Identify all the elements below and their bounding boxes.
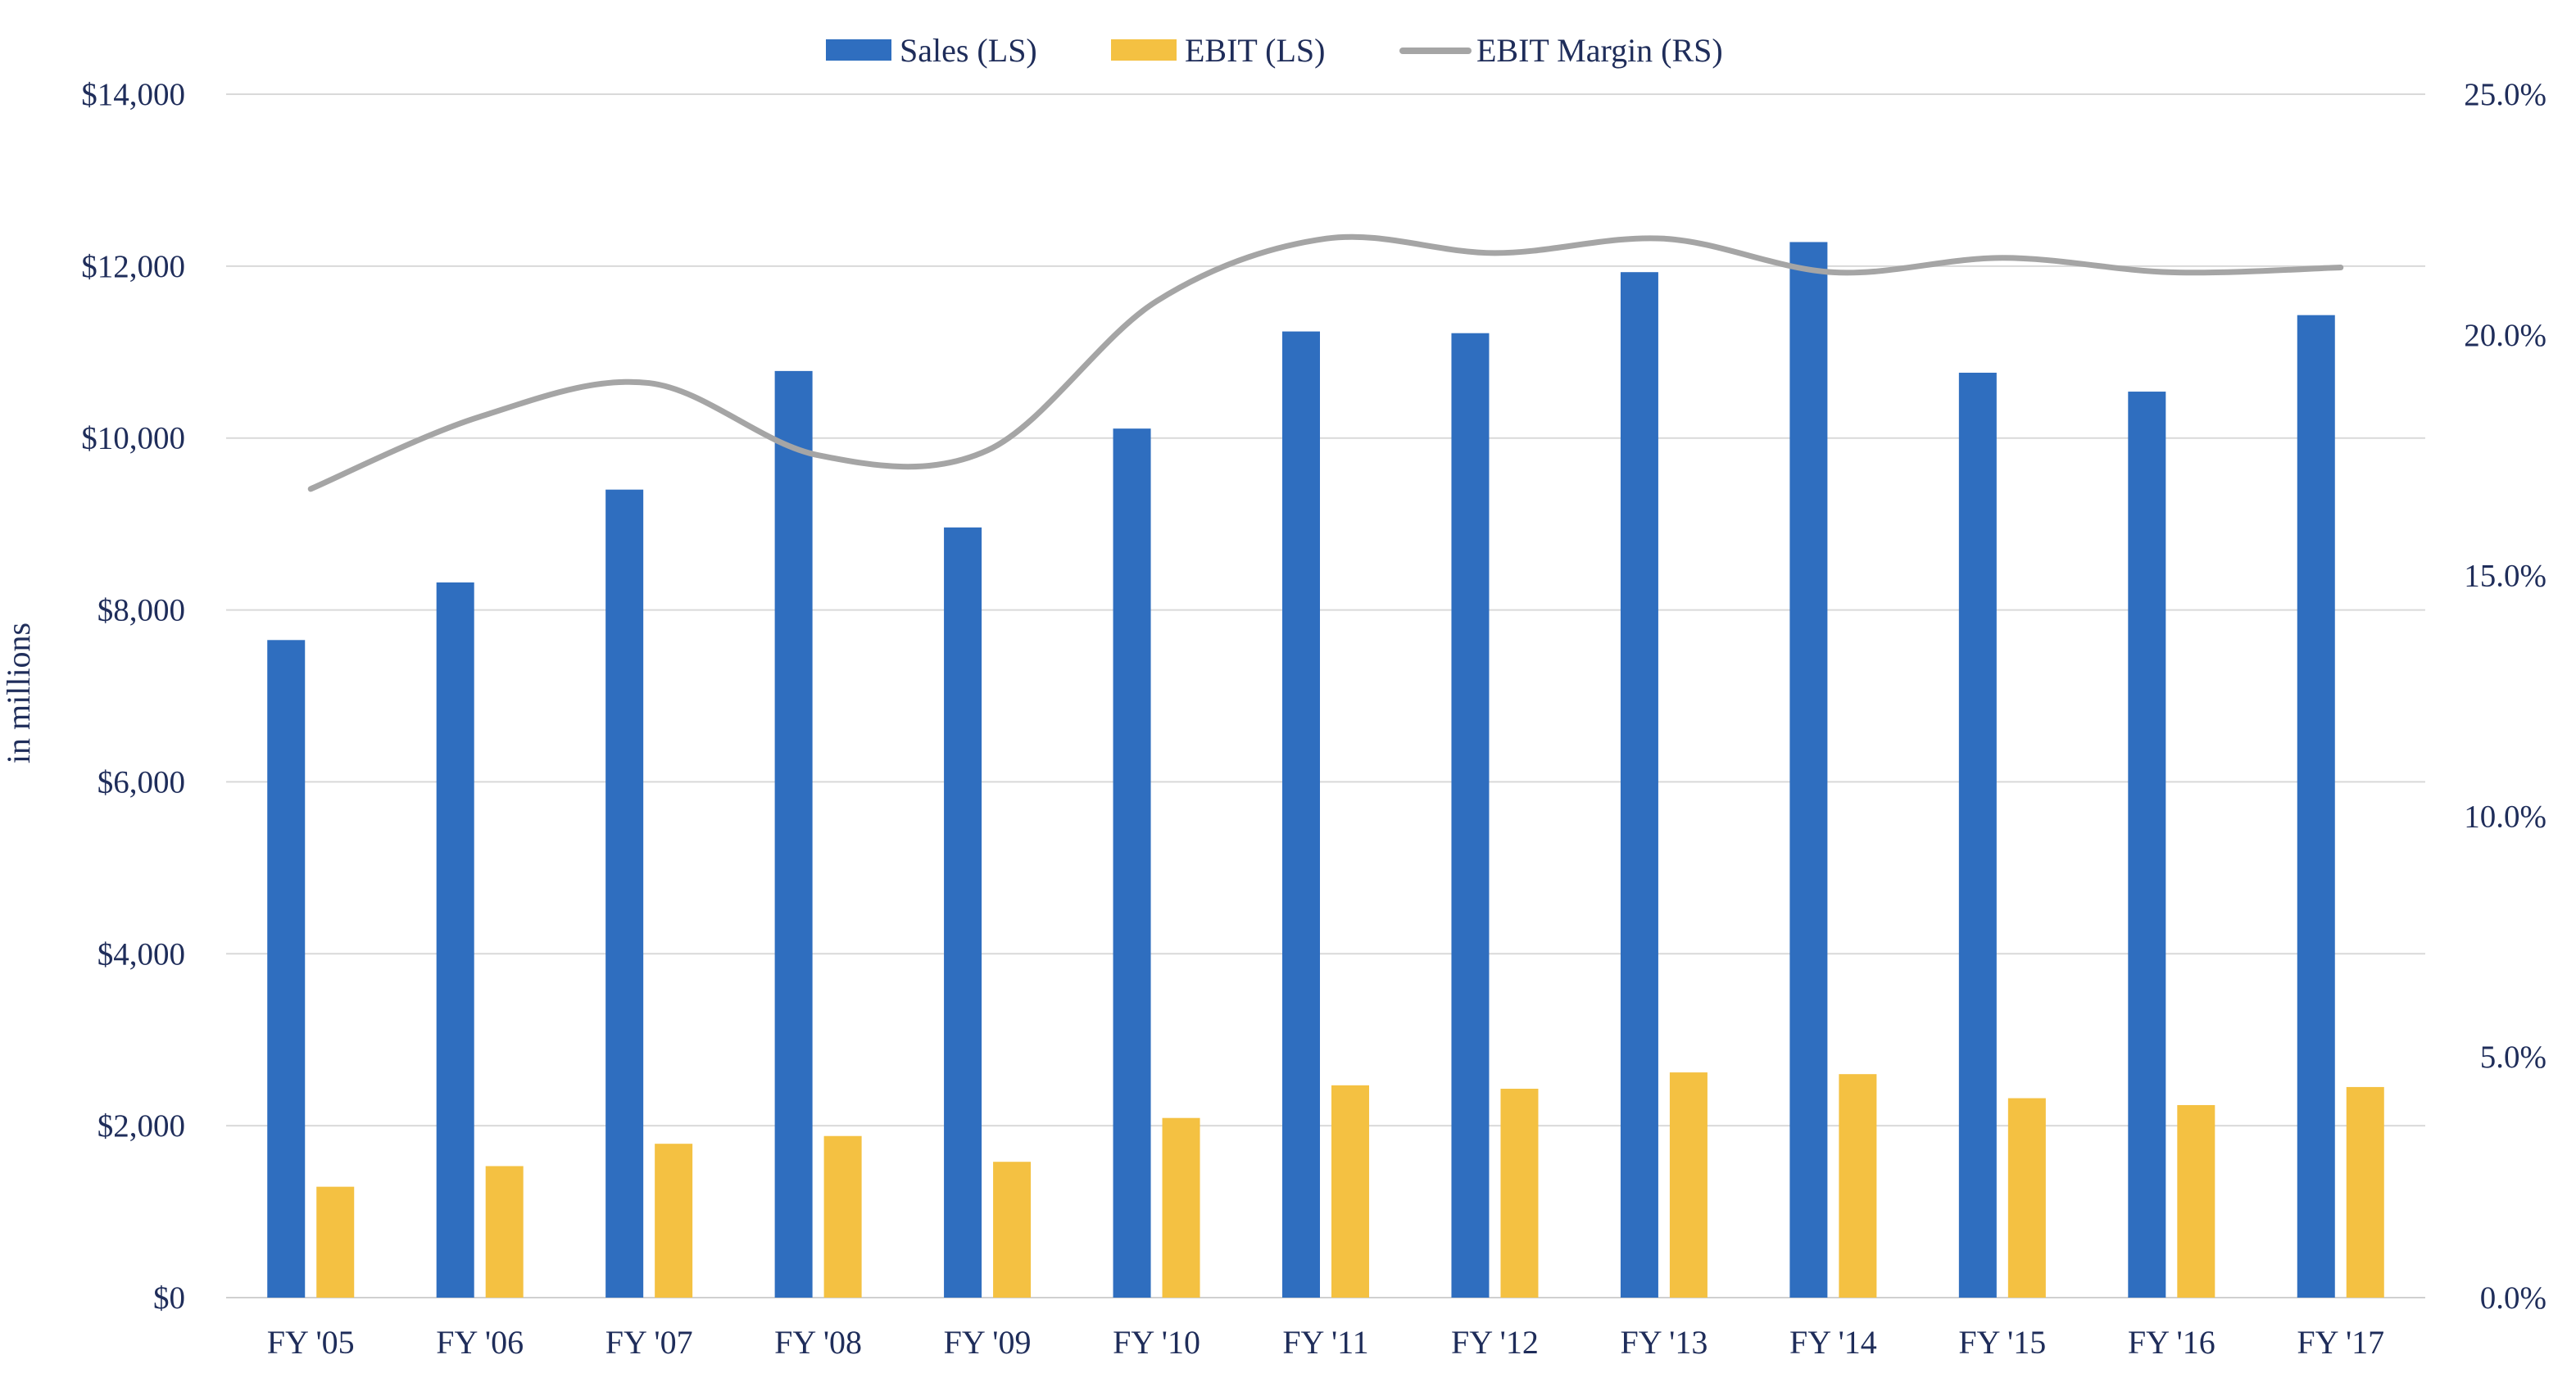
y-left-tick-label: $4,000 bbox=[98, 936, 185, 972]
ebit-bar bbox=[2346, 1086, 2384, 1298]
legend: Sales (LS) EBIT (LS) EBIT Margin (RS) bbox=[826, 32, 1723, 69]
sales-bar bbox=[1958, 372, 1997, 1298]
margin-line-layer bbox=[307, 233, 2344, 492]
y-right-tick-label: 20.0% bbox=[2464, 318, 2547, 353]
legend-swatch-ebit bbox=[1111, 39, 1177, 61]
y-right-tick-label: 15.0% bbox=[2464, 559, 2547, 594]
x-tick-label: FY '08 bbox=[774, 1324, 862, 1361]
x-axis: FY '05 FY '06 FY '07 FY '08 FY '09 FY '10 FY '… bbox=[267, 1324, 2384, 1361]
y-right-tick-label: 0.0% bbox=[2480, 1280, 2547, 1316]
y-axis-right: 0.0% 5.0% 10.0% 15.0% 20.0% 25.0% bbox=[2464, 77, 2547, 1316]
ebit-margin-line bbox=[307, 233, 2344, 492]
ebit-bar bbox=[1331, 1085, 1369, 1298]
bars bbox=[267, 242, 2384, 1298]
sales-bar bbox=[1113, 428, 1151, 1298]
sales-bar bbox=[774, 370, 813, 1298]
gridlines bbox=[226, 93, 2425, 1298]
ebit-bar bbox=[1669, 1072, 1708, 1298]
x-tick-label: FY '14 bbox=[1789, 1324, 1877, 1361]
y-left-tick-label: $0 bbox=[153, 1280, 185, 1316]
legend-label-margin: EBIT Margin (RS) bbox=[1476, 32, 1723, 69]
y-left-tick-label: $6,000 bbox=[98, 764, 185, 800]
ebit-bar bbox=[655, 1144, 693, 1298]
x-tick-label: FY '11 bbox=[1282, 1324, 1368, 1361]
sales-bar bbox=[1789, 242, 1828, 1298]
legend-swatch-sales bbox=[826, 39, 891, 61]
legend-label-sales: Sales (LS) bbox=[900, 32, 1037, 69]
ebit-bar bbox=[823, 1135, 862, 1298]
y-axis-label: in millions bbox=[0, 623, 37, 763]
x-tick-label: FY '10 bbox=[1113, 1324, 1200, 1361]
ebit-bar bbox=[993, 1162, 1032, 1298]
legend-label-ebit: EBIT (LS) bbox=[1185, 32, 1325, 69]
x-tick-label: FY '16 bbox=[2128, 1324, 2215, 1361]
ebit-bar bbox=[316, 1186, 355, 1298]
sales-bar bbox=[267, 640, 306, 1298]
sales-bar bbox=[2128, 392, 2166, 1298]
sales-bar bbox=[436, 582, 474, 1298]
y-left-tick-label: $12,000 bbox=[81, 249, 185, 284]
y-left-tick-label: $8,000 bbox=[98, 593, 185, 628]
sales-bar bbox=[2297, 315, 2335, 1298]
ebit-bar bbox=[1500, 1089, 1539, 1298]
x-tick-label: FY '05 bbox=[267, 1324, 355, 1361]
sales-bar bbox=[1282, 331, 1320, 1298]
y-left-tick-label: $14,000 bbox=[81, 77, 185, 112]
sales-bar bbox=[944, 527, 982, 1298]
x-tick-label: FY '06 bbox=[436, 1324, 524, 1361]
ebit-bar bbox=[2177, 1104, 2215, 1298]
y-right-tick-label: 5.0% bbox=[2480, 1040, 2547, 1075]
y-axis-left: $0 $2,000 $4,000 $6,000 $8,000 $10,000 $12,000… bbox=[81, 77, 185, 1316]
y-left-tick-label: $2,000 bbox=[98, 1108, 185, 1144]
y-right-tick-label: 10.0% bbox=[2464, 799, 2547, 834]
x-tick-label: FY '12 bbox=[1451, 1324, 1539, 1361]
x-tick-label: FY '07 bbox=[605, 1324, 693, 1361]
ebit-bar bbox=[485, 1166, 524, 1298]
sales-bar bbox=[605, 489, 644, 1298]
y-left-tick-label: $10,000 bbox=[81, 421, 185, 456]
ebit-bar bbox=[2007, 1098, 2046, 1298]
x-tick-label: FY '17 bbox=[2297, 1324, 2384, 1361]
x-tick-label: FY '13 bbox=[1620, 1324, 1708, 1361]
sales-bar bbox=[1620, 272, 1658, 1298]
x-tick-label: FY '09 bbox=[944, 1324, 1032, 1361]
sales-bar bbox=[1451, 333, 1490, 1298]
ebit-bar bbox=[1839, 1074, 1877, 1298]
y-right-tick-label: 25.0% bbox=[2464, 77, 2547, 112]
x-tick-label: FY '15 bbox=[1958, 1324, 2046, 1361]
ebit-bar bbox=[1162, 1117, 1200, 1298]
